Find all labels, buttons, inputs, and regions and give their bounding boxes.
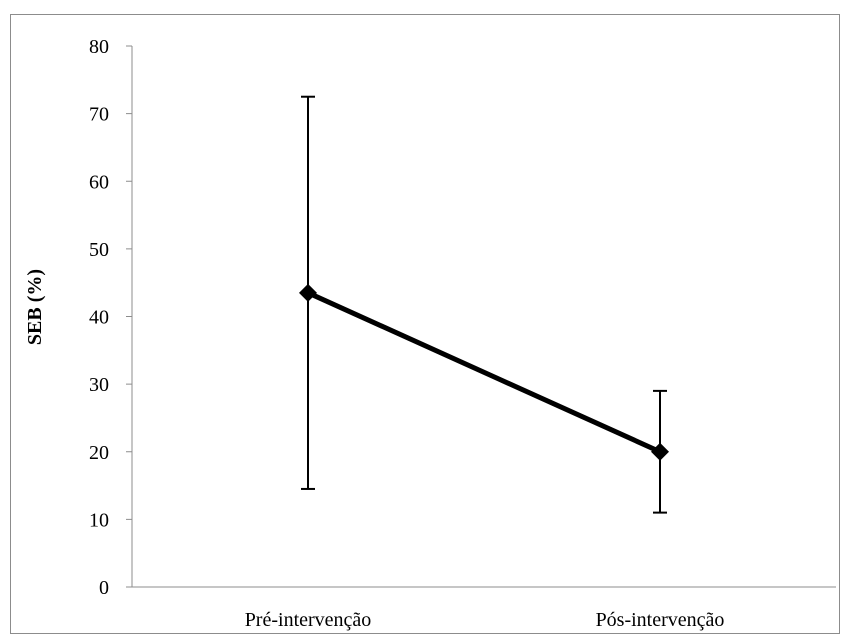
error-bars [301, 95, 667, 514]
y-axis-title: SEB (%) [24, 269, 46, 345]
y-tick-label: 60 [89, 171, 109, 193]
series-line [306, 290, 662, 455]
data-point-marker [299, 283, 317, 302]
y-tick-label: 70 [89, 104, 109, 126]
y-ticks: 0 10 20 30 40 50 60 70 80 [89, 36, 132, 599]
y-tick-label: 50 [89, 239, 109, 261]
y-tick-label: 40 [89, 307, 109, 329]
x-category-label: Pós-intervenção [596, 609, 725, 631]
y-tick-label: 0 [99, 577, 109, 599]
chart-frame: 0 10 20 30 40 50 60 70 80 Pré-intervenção Pós-int… [10, 14, 840, 634]
data-point-marker [651, 442, 669, 461]
series-lines [306, 290, 662, 455]
x-categories: Pré-intervenção Pós-intervenção [245, 609, 725, 631]
x-category-label: Pré-intervenção [245, 609, 372, 631]
y-tick-label: 10 [89, 509, 109, 531]
y-tick-label: 80 [89, 36, 109, 58]
series-markers [299, 283, 669, 461]
axes [131, 46, 836, 588]
y-tick-label: 20 [89, 442, 109, 464]
y-tick-label: 30 [89, 374, 109, 396]
